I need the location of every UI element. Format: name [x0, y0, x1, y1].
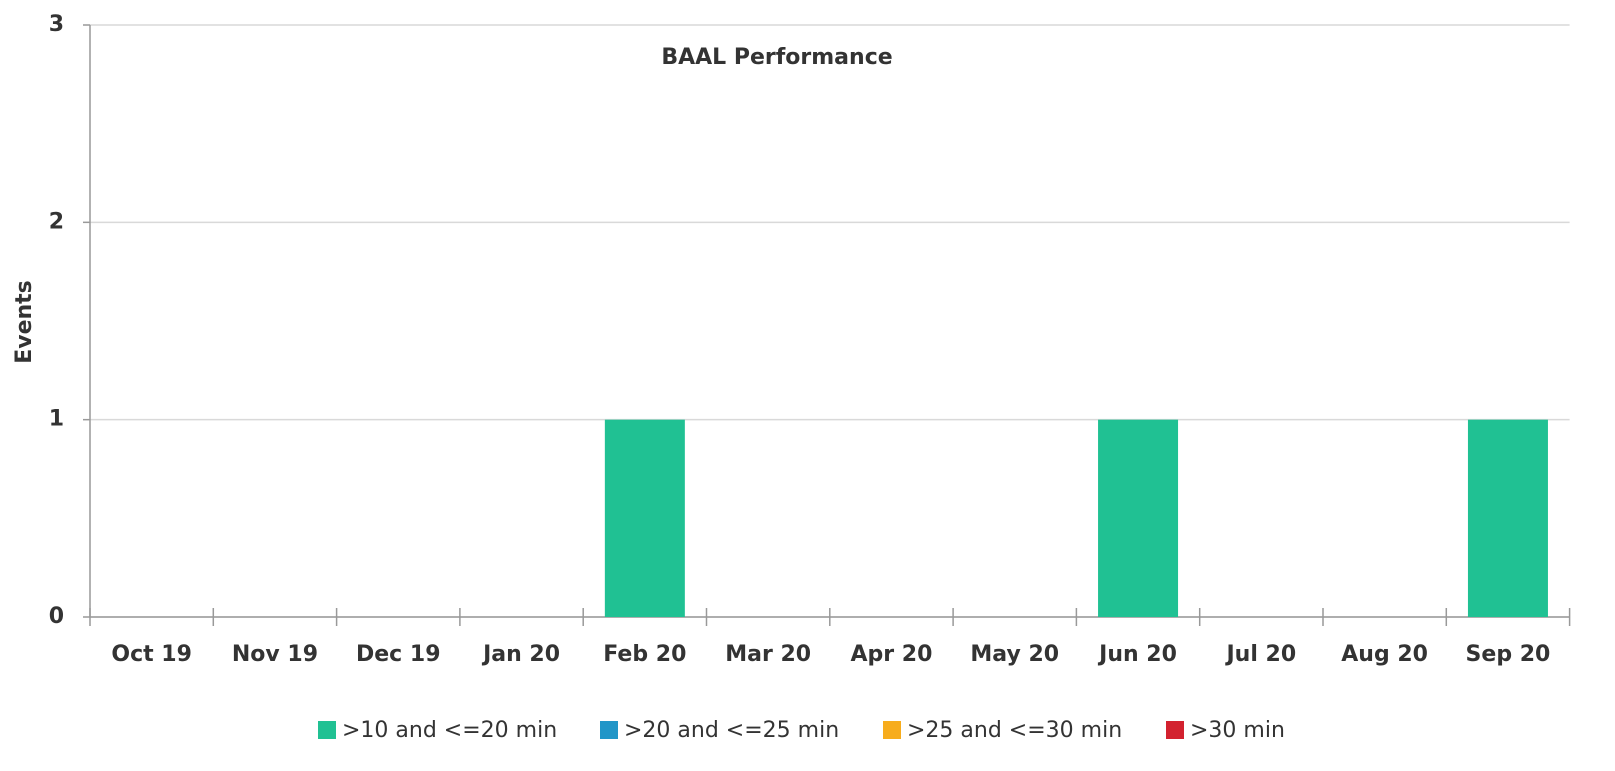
x-tick-label: Jan 20	[481, 642, 560, 667]
legend-swatch	[1166, 721, 1184, 739]
legend-swatch	[600, 721, 618, 739]
y-tick-label: 2	[49, 209, 64, 234]
x-tick-label: May 20	[970, 642, 1059, 667]
y-axis-label: Events	[12, 280, 37, 364]
y-tick-label: 1	[49, 407, 64, 432]
x-tick-label: Apr 20	[850, 642, 932, 667]
x-tick-label: Oct 19	[111, 642, 192, 667]
x-tick-label: Nov 19	[232, 642, 318, 667]
legend-label: >30 min	[1190, 718, 1285, 743]
x-tick-label: Mar 20	[725, 642, 811, 667]
x-tick-label: Dec 19	[356, 642, 441, 667]
y-tick-label: 0	[49, 604, 64, 629]
x-tick-label: Jul 20	[1225, 642, 1297, 667]
chart-title: BAAL Performance	[661, 45, 892, 70]
x-tick-label: Sep 20	[1466, 642, 1551, 667]
legend-label: >10 and <=20 min	[342, 718, 557, 743]
x-tick-label: Aug 20	[1341, 642, 1428, 667]
bar	[604, 419, 685, 617]
legend-swatch	[883, 721, 901, 739]
x-tick-label: Jun 20	[1097, 642, 1177, 667]
legend-label: >20 and <=25 min	[624, 718, 839, 743]
y-tick-label: 3	[49, 12, 64, 37]
x-tick-label: Feb 20	[603, 642, 686, 667]
legend-label: >25 and <=30 min	[907, 718, 1122, 743]
bar	[1467, 419, 1548, 617]
legend-swatch	[318, 721, 336, 739]
bar	[1098, 419, 1179, 617]
